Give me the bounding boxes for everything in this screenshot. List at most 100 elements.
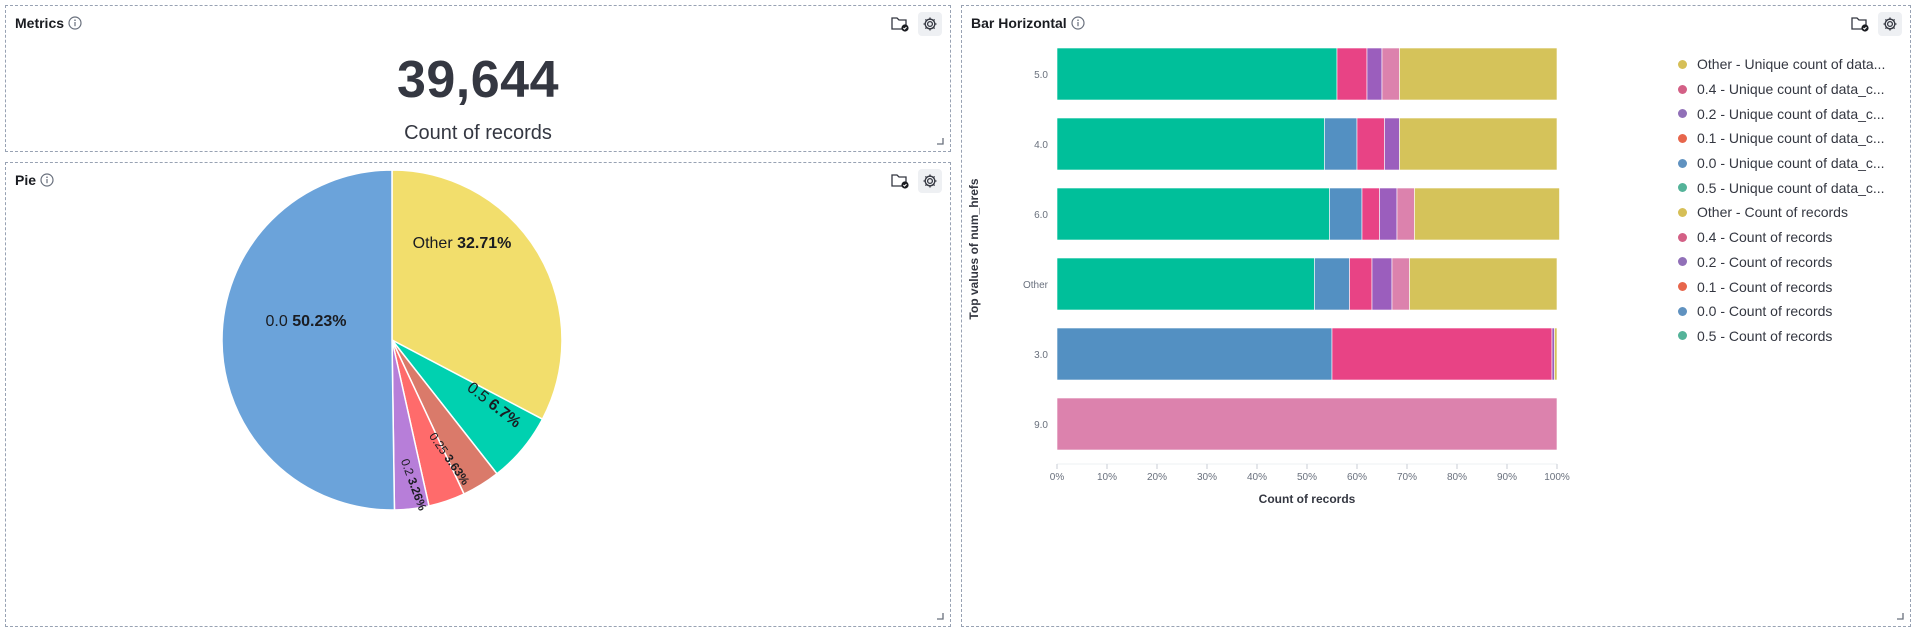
legend-label: 0.5 - Count of records (1697, 327, 1833, 344)
pie-label-Other: Other 32.71% (413, 235, 512, 252)
legend-item[interactable]: 0.1 - Count of records (1678, 274, 1885, 299)
legend-item[interactable]: 0.5 - Count of records (1678, 324, 1885, 349)
bar-panel-title: Bar Horizontal (971, 15, 1085, 31)
bar-segment-3.0-0.0[interactable] (1056, 327, 1333, 381)
info-icon[interactable] (68, 16, 82, 30)
bar-segment-5.0-0.2[interactable] (1366, 47, 1383, 101)
pie-slice-Other[interactable] (391, 169, 563, 421)
x-tick-label: 70% (1397, 472, 1417, 483)
bar-segment-4.0-Other[interactable] (1399, 117, 1558, 171)
legend-label: 0.1 - Unique count of data_c... (1697, 130, 1885, 147)
legend-label: Other - Unique count of data... (1697, 56, 1886, 73)
gear-icon[interactable] (1878, 12, 1902, 36)
legend-color-dot (1678, 84, 1687, 94)
x-tick-label: 90% (1497, 472, 1517, 483)
x-tick-label: 60% (1347, 472, 1367, 483)
bar-segment-5.0-0.4[interactable] (1381, 47, 1400, 101)
bar-segment-Other-0.0[interactable] (1314, 257, 1350, 311)
bar-segment-6.0-0.4[interactable] (1396, 187, 1415, 241)
bar-segment-6.0-0.0[interactable] (1329, 187, 1363, 241)
legend-item[interactable]: 0.2 - Count of records (1678, 250, 1885, 275)
legend-item[interactable]: Other - Unique count of data... (1678, 52, 1885, 77)
bar-segment-5.0-0.5[interactable] (1056, 47, 1338, 101)
legend-item[interactable]: 0.0 - Unique count of data_c... (1678, 151, 1885, 176)
bar-segment-4.0-0.2[interactable] (1384, 117, 1400, 171)
folder-check-icon[interactable] (888, 12, 912, 36)
info-icon[interactable] (1071, 16, 1085, 30)
pie-panel: Pie 0.0 50.23% Other 32.71% 0.5 6.7% 0.25 3… (5, 162, 951, 627)
bar-segment-3.0-0.1[interactable] (1331, 327, 1553, 381)
pie-slice-0.0[interactable] (221, 169, 396, 511)
bar-panel-actions (1848, 12, 1902, 36)
bar-segment-3.0-0.2[interactable] (1551, 327, 1555, 381)
y-tick-label: 5.0 (1034, 70, 1048, 81)
pie-label-0.0: 0.0 50.23% (266, 313, 347, 330)
metric-label: Count of records (404, 122, 552, 144)
legend-label: 0.2 - Unique count of data_c... (1697, 105, 1885, 122)
bar-segment-9.0-0.4[interactable] (1056, 397, 1558, 451)
x-tick-label: 20% (1147, 472, 1167, 483)
bar-segment-4.0-0.0[interactable] (1324, 117, 1358, 171)
x-tick-label: 30% (1197, 472, 1217, 483)
legend-label: Other - Count of records (1697, 204, 1848, 221)
legend-item[interactable]: 0.4 - Unique count of data_c... (1678, 77, 1885, 102)
bar-panel: Bar Horizontal Top values of num_hrefs Co… (961, 5, 1911, 627)
legend-item[interactable]: 0.5 - Unique count of data_c... (1678, 175, 1885, 200)
bar-segment-3.0-Other[interactable] (1554, 327, 1558, 381)
legend-item[interactable]: 0.2 - Unique count of data_c... (1678, 101, 1885, 126)
bar-segment-6.0-0.1[interactable] (1361, 187, 1380, 241)
x-tick-label: 40% (1247, 472, 1267, 483)
metrics-title-text: Metrics (15, 15, 65, 31)
legend-color-dot (1678, 331, 1687, 341)
gear-icon[interactable] (918, 12, 942, 36)
bar-title-text: Bar Horizontal (971, 15, 1067, 31)
x-tick-label: 50% (1297, 472, 1317, 483)
gear-icon[interactable] (918, 169, 942, 193)
y-tick-label: 9.0 (1034, 420, 1048, 431)
legend-color-dot (1678, 232, 1687, 242)
bar-segment-4.0-0.1[interactable] (1356, 117, 1385, 171)
bar-segment-5.0-Other[interactable] (1399, 47, 1558, 101)
bar-segment-6.0-0.2[interactable] (1379, 187, 1398, 241)
metrics-panel-title: Metrics (15, 15, 82, 31)
metrics-panel-actions (888, 12, 942, 36)
legend-label: 0.0 - Unique count of data_c... (1697, 155, 1885, 172)
legend-color-dot (1678, 59, 1687, 69)
pie-panel-title: Pie (15, 172, 54, 188)
resize-handle-icon[interactable] (936, 612, 944, 620)
folder-check-icon[interactable] (888, 169, 912, 193)
bar-segment-Other-0.1[interactable] (1349, 257, 1373, 311)
bar-segment-Other-0.5[interactable] (1056, 257, 1315, 311)
metrics-panel: Metrics 39,644 Count of records (5, 5, 951, 152)
y-axis-title: Top values of num_hrefs (967, 178, 981, 319)
bar-segment-Other-Other[interactable] (1409, 257, 1558, 311)
bar-segment-6.0-0.5[interactable] (1056, 187, 1330, 241)
folder-check-icon[interactable] (1848, 12, 1872, 36)
info-icon[interactable] (40, 173, 54, 187)
bar-segment-5.0-0.1[interactable] (1336, 47, 1368, 101)
legend-label: 0.5 - Unique count of data_c... (1697, 179, 1885, 196)
legend-label: 0.4 - Count of records (1697, 229, 1833, 246)
legend-item[interactable]: Other - Count of records (1678, 200, 1885, 225)
legend-color-dot (1678, 109, 1687, 119)
legend-item[interactable]: 0.4 - Count of records (1678, 225, 1885, 250)
bar-segment-Other-0.4[interactable] (1391, 257, 1410, 311)
x-axis-title: Count of records (1259, 492, 1356, 506)
x-tick-label: 80% (1447, 472, 1467, 483)
resize-handle-icon[interactable] (936, 137, 944, 145)
pie-title-text: Pie (15, 172, 37, 188)
bar-segment-4.0-0.5[interactable] (1056, 117, 1325, 171)
bar-segment-Other-0.2[interactable] (1371, 257, 1393, 311)
y-tick-label: 4.0 (1034, 140, 1048, 151)
resize-handle-icon[interactable] (1896, 612, 1904, 620)
pie-panel-actions (888, 169, 942, 193)
legend-item[interactable]: 0.1 - Unique count of data_c... (1678, 126, 1885, 151)
bar-legend: Other - Unique count of data... 0.4 - Uni… (1678, 52, 1885, 348)
x-tick-label: 100% (1544, 472, 1570, 483)
y-tick-label: 6.0 (1034, 210, 1048, 221)
bar-segment-6.0-Other[interactable] (1414, 187, 1560, 241)
legend-label: 0.4 - Unique count of data_c... (1697, 81, 1885, 98)
x-tick-label: 10% (1097, 472, 1117, 483)
legend-color-dot (1678, 282, 1687, 292)
legend-item[interactable]: 0.0 - Count of records (1678, 299, 1885, 324)
